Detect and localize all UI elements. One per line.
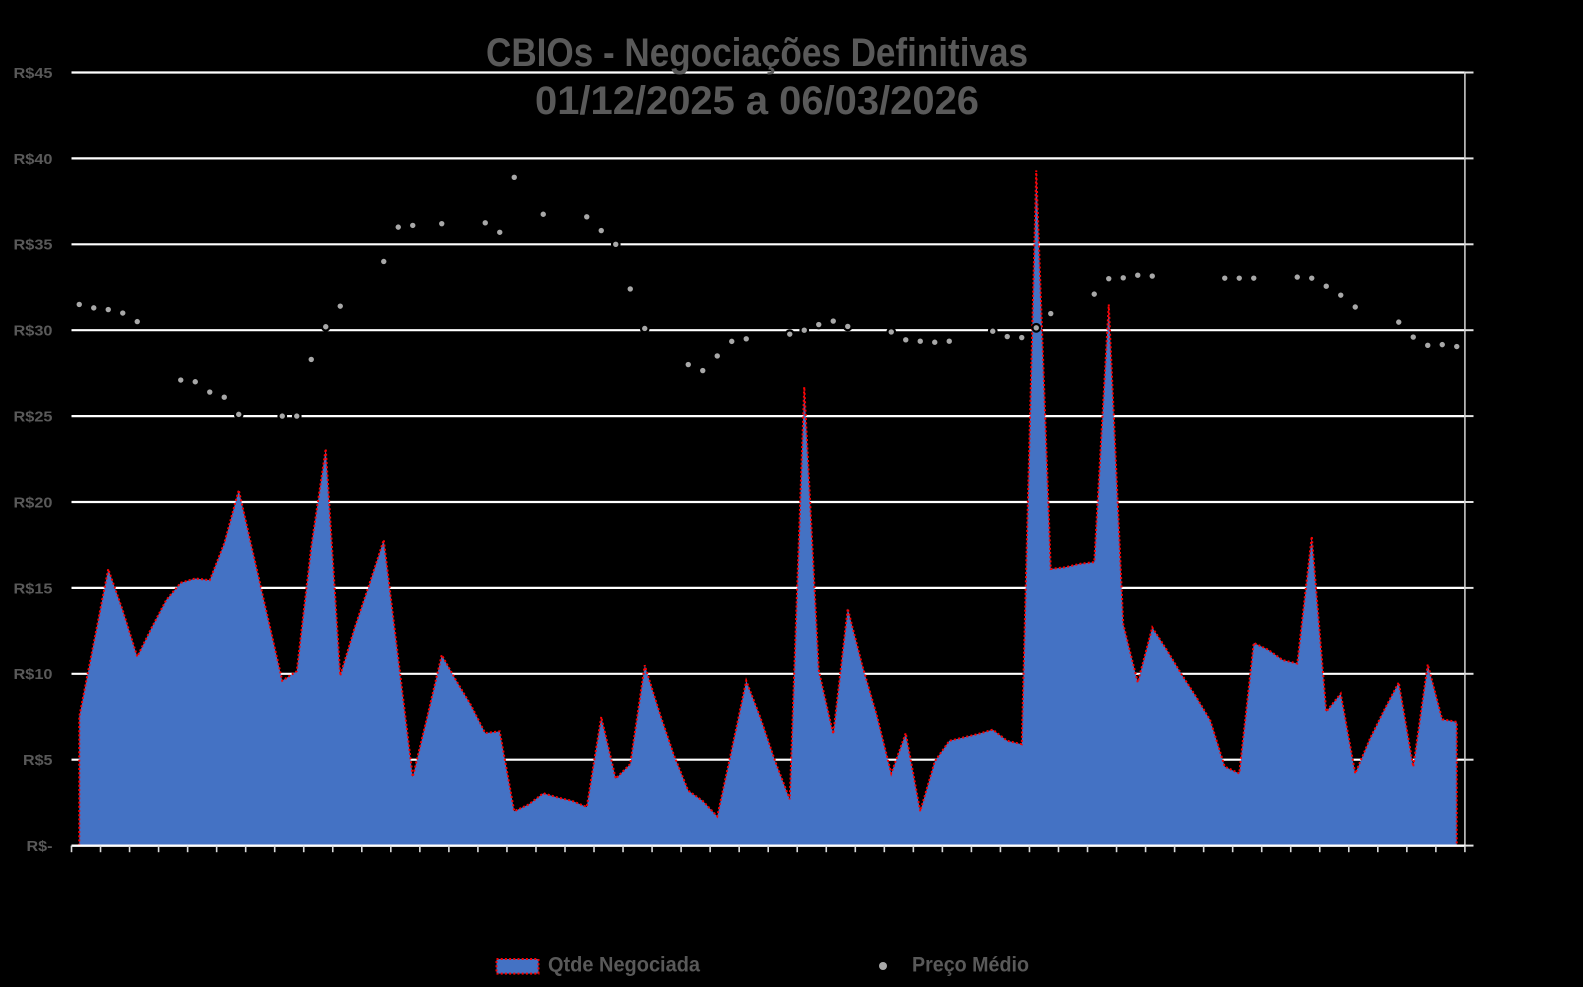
svg-text:R$30: R$30: [14, 323, 53, 340]
svg-text:R$-: R$-: [27, 838, 53, 855]
svg-text:R$35: R$35: [14, 237, 53, 254]
svg-text:Preço Médio: Preço Médio: [912, 954, 1029, 977]
svg-text:01/12/2025 a 06/03/2026: 01/12/2025 a 06/03/2026: [535, 79, 979, 123]
svg-text:R$40: R$40: [14, 151, 53, 168]
svg-text:R$10: R$10: [14, 666, 53, 683]
svg-text:Qtde Negociada: Qtde Negociada: [548, 954, 700, 977]
svg-text:R$20: R$20: [14, 494, 53, 511]
svg-text:R$45: R$45: [14, 65, 53, 82]
svg-text:R$5: R$5: [23, 752, 53, 769]
svg-text:R$15: R$15: [14, 580, 53, 597]
svg-text:R$25: R$25: [14, 409, 53, 426]
svg-text:CBIOs - Negociações Definitiva: CBIOs - Negociações Definitivas: [486, 31, 1028, 75]
